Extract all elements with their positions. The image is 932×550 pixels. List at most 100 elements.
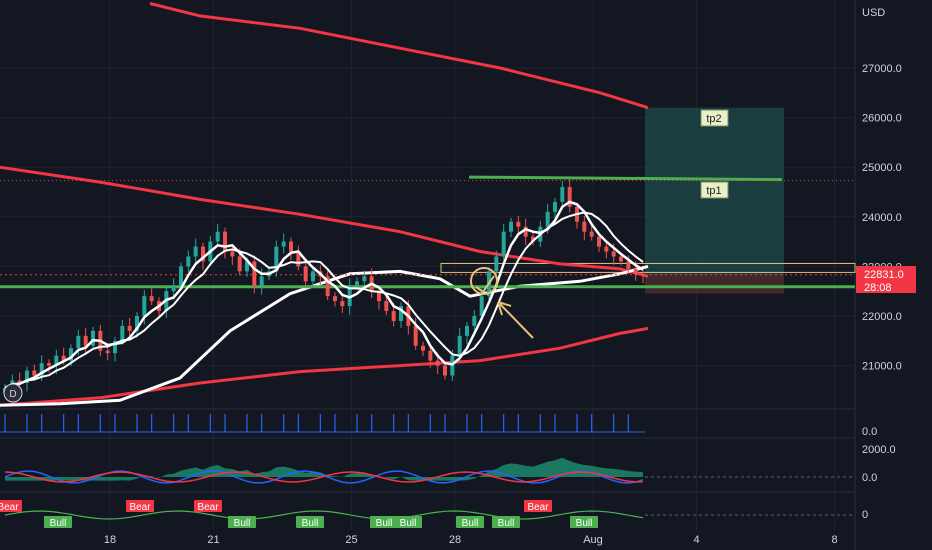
candle-body[interactable] bbox=[567, 187, 572, 207]
candle-body[interactable] bbox=[501, 231, 506, 257]
candle-body[interactable] bbox=[274, 246, 279, 272]
bear-signal-label[interactable]: Bear bbox=[0, 500, 22, 513]
candle-body[interactable] bbox=[531, 236, 535, 242]
candle-body[interactable] bbox=[633, 268, 638, 274]
candle-body[interactable] bbox=[509, 221, 513, 232]
candle-body[interactable] bbox=[281, 241, 286, 247]
bull-signal-label[interactable]: Bull bbox=[492, 516, 520, 529]
candle-body[interactable] bbox=[237, 256, 242, 272]
candle-body[interactable] bbox=[54, 355, 59, 366]
candle-body[interactable] bbox=[69, 348, 73, 361]
candle-body[interactable] bbox=[32, 370, 37, 376]
candle-body[interactable] bbox=[39, 363, 44, 376]
candle-body[interactable] bbox=[61, 355, 66, 361]
candle-body[interactable] bbox=[472, 316, 477, 326]
candle-body[interactable] bbox=[597, 236, 601, 247]
candle-body[interactable] bbox=[641, 273, 645, 275]
bull-signal-label[interactable]: Bull bbox=[570, 516, 598, 529]
candle-body[interactable] bbox=[589, 231, 594, 237]
annotation-circle[interactable] bbox=[470, 267, 498, 295]
bull-signal-label[interactable]: Bull bbox=[370, 516, 398, 529]
candle-body[interactable] bbox=[479, 296, 484, 316]
entry-zone[interactable] bbox=[440, 262, 856, 273]
candle-body[interactable] bbox=[545, 211, 550, 227]
tp1-label[interactable]: tp1 bbox=[700, 181, 729, 199]
candle-body[interactable] bbox=[611, 251, 616, 257]
candle-body[interactable] bbox=[384, 301, 389, 312]
candle-body[interactable] bbox=[127, 325, 132, 331]
candle-body[interactable] bbox=[245, 261, 249, 272]
bull-signal-label[interactable]: Bull bbox=[394, 516, 422, 529]
bear-signal-label[interactable]: Bear bbox=[194, 500, 222, 513]
candle-body[interactable] bbox=[135, 316, 139, 331]
candle-body[interactable] bbox=[252, 261, 257, 287]
candle-body[interactable] bbox=[47, 363, 51, 366]
candle-body[interactable] bbox=[494, 256, 499, 272]
candle-body[interactable] bbox=[76, 335, 81, 349]
candle-body[interactable] bbox=[362, 276, 367, 282]
candle-body[interactable] bbox=[296, 251, 301, 267]
candle-body[interactable] bbox=[457, 335, 462, 356]
candle-body[interactable] bbox=[413, 325, 418, 346]
candle-body[interactable] bbox=[303, 266, 308, 282]
upper-band-line[interactable] bbox=[149, 2, 649, 110]
candle-body[interactable] bbox=[516, 221, 521, 227]
candle-body[interactable] bbox=[465, 325, 469, 336]
candle-body[interactable] bbox=[421, 345, 425, 351]
candle-body[interactable] bbox=[325, 276, 330, 297]
fast-moving-average-2[interactable] bbox=[4, 211, 644, 389]
candle-body[interactable] bbox=[113, 340, 117, 354]
bull-signal-label[interactable]: Bull bbox=[228, 516, 256, 529]
tp1-line[interactable] bbox=[468, 175, 783, 182]
bear-signal-label[interactable]: Bear bbox=[126, 500, 154, 513]
candle-body[interactable] bbox=[186, 256, 191, 267]
candle-body[interactable] bbox=[333, 296, 337, 302]
candle-body[interactable] bbox=[355, 281, 359, 287]
candle-body[interactable] bbox=[428, 350, 433, 361]
candle-body[interactable] bbox=[435, 360, 440, 366]
candle-body[interactable] bbox=[215, 231, 220, 242]
candle-body[interactable] bbox=[289, 241, 293, 252]
candle-body[interactable] bbox=[105, 350, 110, 354]
bull-signal-label[interactable]: Bull bbox=[296, 516, 324, 529]
candle-body[interactable] bbox=[560, 187, 565, 202]
candle-body[interactable] bbox=[17, 380, 22, 383]
candle-body[interactable] bbox=[120, 325, 125, 341]
oscillator-panel[interactable] bbox=[4, 457, 855, 484]
candle-body[interactable] bbox=[604, 246, 609, 252]
annotation-arrow-line[interactable] bbox=[499, 303, 534, 339]
candle-body[interactable] bbox=[553, 201, 557, 212]
candle-body[interactable] bbox=[619, 256, 623, 262]
signal-panel[interactable]: Bear Bull Bear Bear Bull Bull Bull Bull Bull Bull… bbox=[0, 500, 855, 529]
candle-body[interactable] bbox=[201, 246, 205, 262]
candle-body[interactable] bbox=[83, 335, 88, 346]
candle-body[interactable] bbox=[399, 306, 403, 321]
bear-signal-label[interactable]: Bear bbox=[524, 500, 552, 513]
candle-body[interactable] bbox=[391, 311, 396, 321]
bull-signal-label[interactable]: Bull bbox=[44, 516, 72, 529]
candle-body[interactable] bbox=[223, 231, 227, 252]
candle-body[interactable] bbox=[91, 330, 95, 346]
bull-signal-label[interactable]: Bull bbox=[456, 516, 484, 529]
candle-body[interactable] bbox=[582, 221, 587, 232]
time-axis[interactable]: 18 21 25 28 Aug 4 8 bbox=[104, 534, 838, 546]
stop-zone[interactable] bbox=[645, 274, 784, 294]
tp2-label[interactable]: tp2 bbox=[700, 109, 729, 127]
candle-body[interactable] bbox=[142, 296, 147, 316]
slow-moving-average[interactable] bbox=[0, 264, 649, 407]
candle-body[interactable] bbox=[259, 276, 264, 287]
indicator-chip-icon[interactable] bbox=[3, 383, 23, 403]
lower-band-line[interactable] bbox=[0, 326, 649, 407]
candle-body[interactable] bbox=[171, 286, 176, 292]
candle-body[interactable] bbox=[230, 251, 235, 257]
candle-body[interactable] bbox=[523, 226, 528, 237]
volume-spikes-panel[interactable] bbox=[0, 414, 645, 433]
price-axis[interactable]: 27000.026000.025000.024000.023000.022000… bbox=[862, 63, 902, 373]
candle-body[interactable] bbox=[626, 261, 631, 269]
middle-band-line[interactable] bbox=[0, 165, 649, 278]
candle-body[interactable] bbox=[340, 301, 345, 307]
candle-body[interactable] bbox=[311, 271, 315, 282]
candle-body[interactable] bbox=[179, 266, 183, 287]
candle-body[interactable] bbox=[377, 291, 381, 302]
